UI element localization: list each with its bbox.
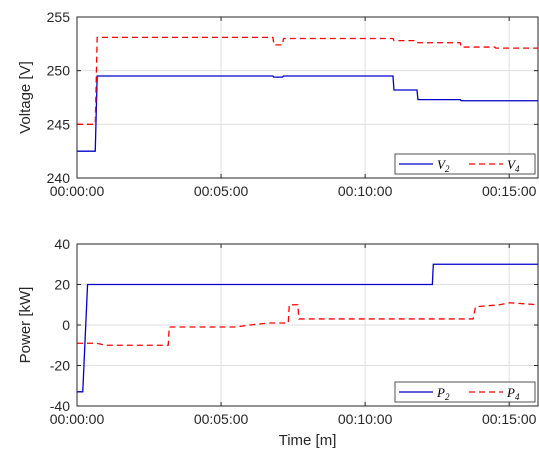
voltage-panel: 00:00:00 00:05:00 00:10:00 00:15:0024024525… xyxy=(17,9,538,199)
y-tick-label: -40 xyxy=(50,398,70,414)
x-tick-label: 00:15:00 xyxy=(482,411,537,427)
x-tick-label: 00:05:00 xyxy=(194,411,249,427)
x-tick-label: 00:05:00 xyxy=(194,183,249,199)
power-panel: 00:00:00 00:05:00 00:10:00 00:15:00-40-2002… xyxy=(17,236,538,449)
x-tick-label: 00:10:00 xyxy=(338,411,393,427)
legend-label-subscript: 2 xyxy=(445,392,450,402)
y-tick-label: 255 xyxy=(47,9,71,25)
legend-label-subscript: 2 xyxy=(445,164,450,174)
x-tick-label: 00:10:00 xyxy=(338,183,393,199)
y-tick-label: 250 xyxy=(47,63,71,79)
x-axis-label: Time [m] xyxy=(279,432,337,449)
x-tick-label: 00:15:00 xyxy=(482,183,537,199)
y-tick-label: -20 xyxy=(50,358,70,374)
y-axis-label: Power [kW] xyxy=(17,287,34,364)
legend: P2 P4 xyxy=(395,382,535,402)
legend: V2 V4 xyxy=(395,154,535,174)
y-tick-label: 40 xyxy=(54,236,70,252)
legend-label-main: P xyxy=(506,385,515,400)
y-tick-label: 20 xyxy=(54,277,70,293)
y-tick-label: 0 xyxy=(62,317,70,333)
y-tick-label: 245 xyxy=(47,116,71,132)
y-tick-label: 240 xyxy=(47,170,71,186)
legend-label-subscript: 4 xyxy=(515,392,520,402)
y-axis-label: Voltage [V] xyxy=(17,61,34,134)
legend-label-subscript: 4 xyxy=(515,164,520,174)
legend-label-main: P xyxy=(436,385,445,400)
